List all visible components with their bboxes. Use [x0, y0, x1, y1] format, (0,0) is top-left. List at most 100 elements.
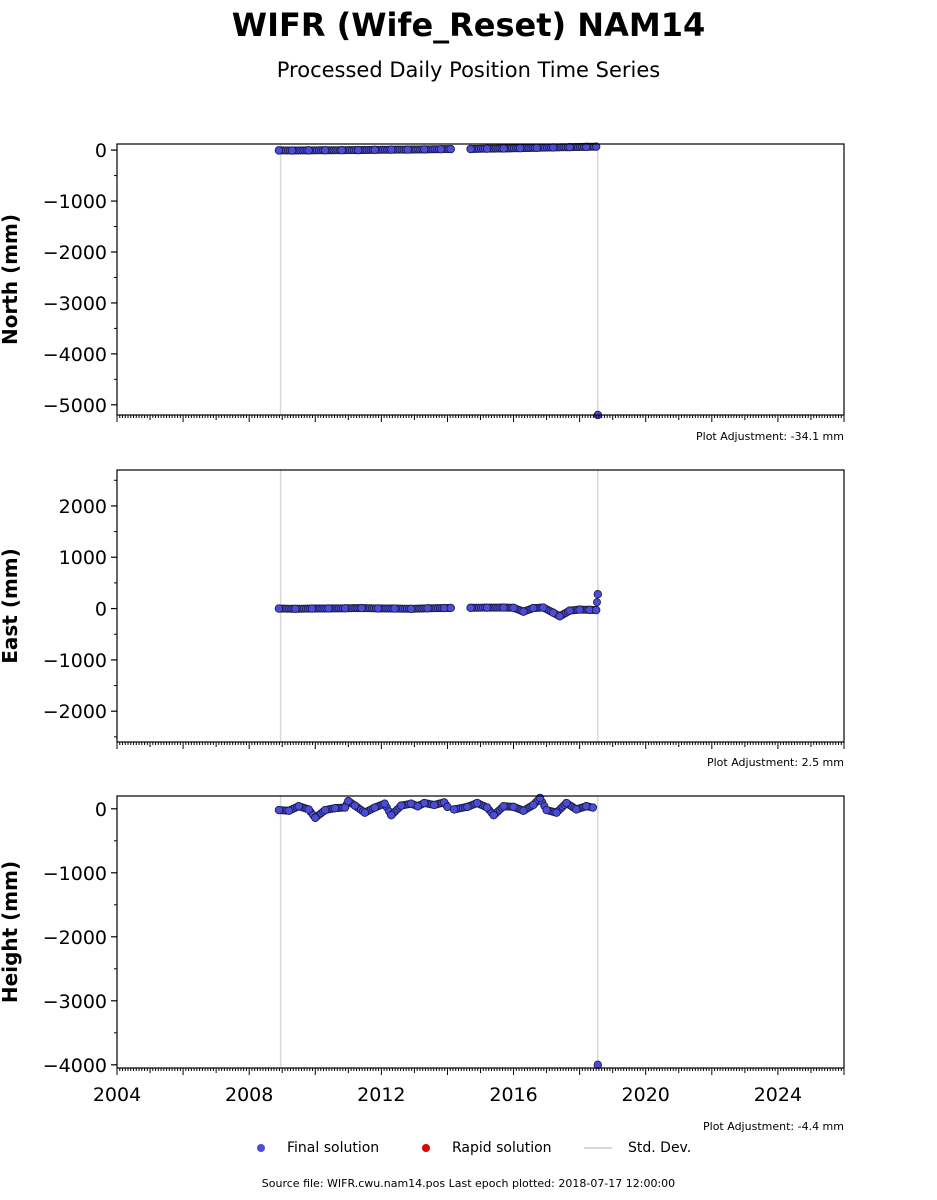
east-data-point — [307, 604, 317, 613]
height-data-point — [542, 805, 551, 815]
east-data-point — [549, 608, 558, 617]
east-ytick-label: −2000 — [43, 701, 107, 723]
north-data-point — [420, 145, 429, 154]
height-data-point — [509, 802, 518, 812]
height-data-point — [482, 803, 492, 812]
height-data-point — [420, 798, 429, 808]
east-data-point — [591, 605, 601, 615]
legend-item-stddev: Std. Dev. — [582, 1138, 691, 1158]
north-data-point — [337, 146, 346, 155]
north-plot-adjustment: Plot Adjustment: -34.1 mm — [696, 430, 844, 443]
height-data-point — [529, 800, 538, 810]
north-data-point — [370, 145, 379, 155]
height-data-point — [499, 802, 508, 811]
height-data-point — [489, 811, 498, 820]
north-data-point — [320, 146, 330, 155]
north-ytick-label: −4000 — [43, 344, 107, 366]
east-data-point — [423, 604, 432, 613]
east-data-point — [466, 603, 475, 612]
height-data-point — [294, 802, 303, 811]
east-data-point — [357, 603, 366, 613]
north-ylabel: North (mm) — [0, 214, 22, 345]
north-data-point — [482, 144, 492, 153]
legend-marker-final — [241, 1141, 281, 1155]
height-data-point — [572, 805, 581, 814]
east-ytick-label: 1000 — [59, 547, 107, 569]
legend-label-rapid: Rapid solution — [452, 1140, 552, 1156]
east-data-point — [593, 589, 603, 599]
north-data-point — [446, 144, 455, 154]
legend-label-final: Final solution — [287, 1140, 380, 1156]
east-ytick-label: 0 — [95, 599, 107, 621]
height-axes-frame — [116, 795, 845, 1069]
height-data-point — [588, 803, 598, 812]
height-ytick-label: 0 — [95, 799, 107, 821]
legend-item-final: Final solution — [241, 1138, 379, 1158]
east-data-point — [446, 603, 455, 613]
east-data-point — [324, 604, 333, 613]
east-data-point — [529, 603, 538, 613]
north-data-point — [515, 143, 525, 153]
height-data-point — [519, 806, 528, 815]
legend-item-rapid: Rapid solution — [406, 1138, 552, 1158]
north-ytick-label: −3000 — [43, 293, 107, 315]
height-data-point — [350, 801, 360, 810]
height-data-point — [304, 805, 313, 814]
east-data-point — [406, 604, 416, 614]
height-data-point — [360, 808, 370, 817]
north-ytick-label: −5000 — [43, 395, 107, 417]
height-ytick-label: −3000 — [43, 991, 107, 1013]
north-data-point — [403, 145, 412, 154]
north-data-point — [436, 144, 446, 154]
east-data-point — [274, 604, 284, 613]
height-plot-adjustment: Plot Adjustment: -4.4 mm — [703, 1120, 844, 1133]
height-xtick-label: 2020 — [622, 1084, 670, 1106]
source-note: Source file: WIFR.cwu.nam14.pos Last epo… — [261, 1177, 676, 1190]
north-data-point — [549, 143, 558, 152]
height-xtick-label: 2024 — [754, 1084, 802, 1106]
north-data-point — [387, 145, 396, 154]
north-data-point — [591, 142, 601, 151]
east-data-point — [291, 604, 300, 614]
east-data-point — [390, 604, 399, 613]
north-data-point — [274, 146, 284, 155]
east-data-point — [499, 603, 508, 612]
height-data-point — [370, 803, 379, 812]
height-data-point — [311, 813, 320, 822]
height-ytick-label: −2000 — [43, 927, 107, 949]
height-data-point — [340, 803, 350, 812]
height-data-point — [552, 808, 561, 817]
north-data-point — [499, 144, 508, 153]
north-data-point — [304, 146, 313, 155]
east-ytick-label: 2000 — [59, 496, 107, 518]
height-data-point — [274, 805, 284, 815]
east-data-point — [555, 612, 565, 621]
height-data-point — [344, 796, 353, 806]
height-data-point — [463, 802, 472, 812]
height-xtick-label: 2012 — [357, 1084, 405, 1106]
north-data-point — [354, 145, 363, 155]
east-plot-adjustment: Plot Adjustment: 2.5 mm — [707, 756, 844, 769]
east-data-point — [482, 603, 492, 612]
height-data-point — [562, 798, 571, 808]
north-ytick-label: 0 — [95, 140, 107, 162]
north-axes-frame — [116, 143, 845, 416]
east-data-point — [340, 604, 350, 613]
height-data-point — [449, 805, 459, 814]
east-track-point — [592, 598, 601, 607]
height-data-point — [430, 800, 439, 810]
height-data-point — [284, 806, 294, 815]
north-data-point — [532, 143, 541, 153]
height-xtick-label: 2016 — [489, 1084, 537, 1106]
height-ylabel: Height (mm) — [0, 861, 22, 1003]
height-data-point — [396, 801, 406, 810]
east-data-point — [565, 606, 574, 615]
north-ytick-label: −2000 — [43, 242, 107, 264]
chart-subtitle: Processed Daily Position Time Series — [276, 58, 661, 82]
height-data-point — [413, 802, 422, 811]
legend-marker-rapid — [406, 1141, 446, 1155]
north-ytick-label: −1000 — [43, 191, 107, 213]
north-data-point — [466, 144, 475, 154]
height-data-point — [387, 811, 396, 820]
east-ytick-label: −1000 — [43, 650, 107, 672]
